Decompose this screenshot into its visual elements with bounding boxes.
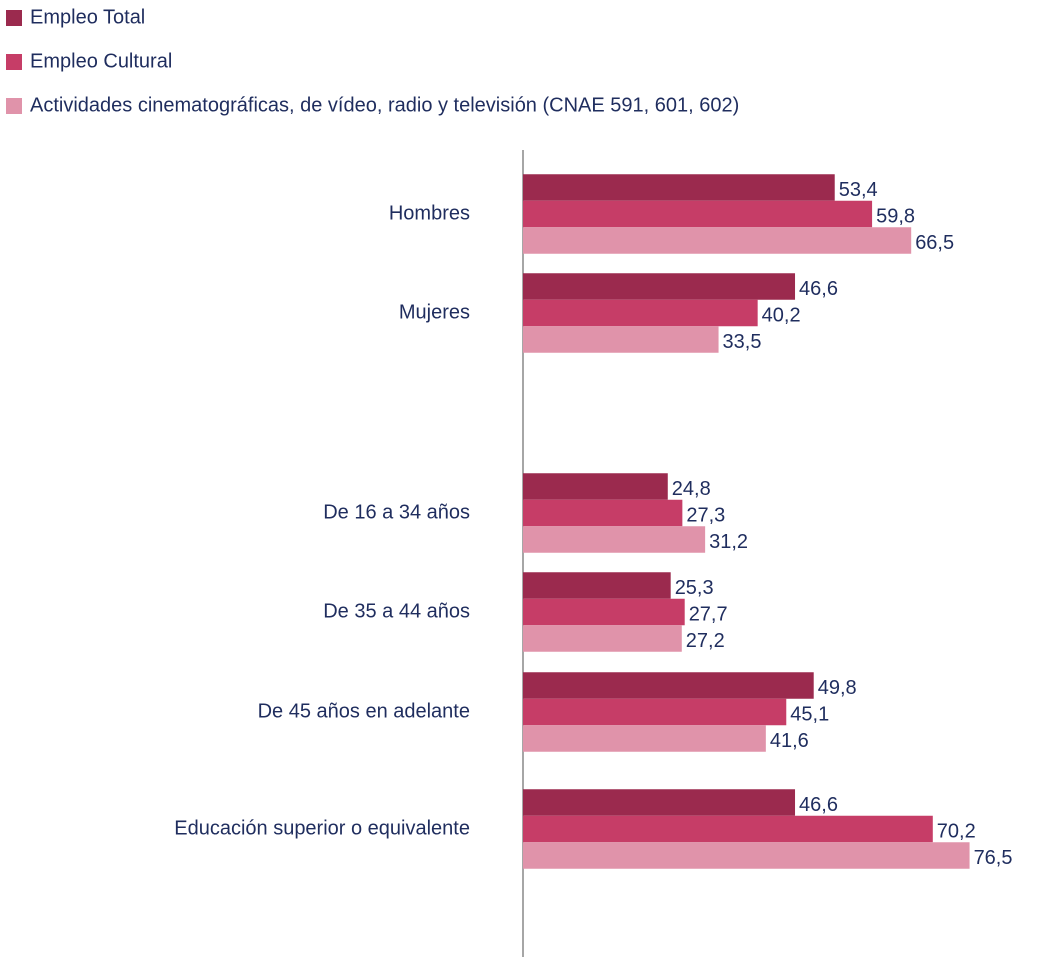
bar — [523, 174, 835, 201]
value-label: 76,5 — [974, 847, 1013, 869]
bar — [523, 299, 758, 327]
value-label: 66,5 — [915, 232, 954, 254]
category-label: De 45 años en adelante — [258, 700, 470, 722]
bar — [523, 815, 933, 843]
value-label: 41,6 — [770, 730, 809, 752]
bar — [523, 200, 873, 228]
value-label: 24,8 — [672, 478, 711, 500]
bar — [523, 598, 685, 626]
category-label: Mujeres — [399, 301, 470, 323]
value-label: 70,2 — [937, 820, 976, 842]
value-label: 27,3 — [686, 504, 725, 526]
category-label: Educación superior o equivalente — [174, 817, 470, 839]
value-label: 46,6 — [799, 794, 838, 816]
category-label: De 35 a 44 años — [323, 600, 470, 622]
legend-label: Empleo Total — [30, 6, 145, 28]
value-label: 53,4 — [839, 179, 878, 201]
bar — [523, 698, 787, 726]
bar — [523, 473, 668, 500]
value-label: 49,8 — [818, 677, 857, 699]
value-label: 31,2 — [709, 531, 748, 553]
legend-swatch — [6, 98, 22, 114]
bar — [523, 789, 796, 816]
category-label: De 16 a 34 años — [323, 501, 470, 523]
bar — [523, 499, 683, 527]
value-label: 27,7 — [689, 603, 728, 625]
bar — [523, 672, 814, 699]
bar — [523, 625, 682, 652]
value-label: 59,8 — [876, 205, 915, 227]
value-label: 45,1 — [790, 703, 829, 725]
value-label: 40,2 — [762, 304, 801, 326]
value-label: 46,6 — [799, 278, 838, 300]
legend-label: Empleo Cultural — [30, 50, 172, 72]
legend-swatch — [6, 54, 22, 70]
bar — [523, 326, 719, 353]
bar — [523, 572, 671, 599]
value-label: 27,2 — [686, 630, 725, 652]
bar — [523, 526, 706, 553]
bar — [523, 273, 796, 300]
value-label: 25,3 — [675, 577, 714, 599]
bar — [523, 227, 912, 254]
category-label: Hombres — [389, 202, 470, 224]
value-label: 33,5 — [723, 331, 762, 353]
bar — [523, 842, 970, 869]
legend-swatch — [6, 10, 22, 26]
bar — [523, 725, 766, 752]
legend-label: Actividades cinematográficas, de vídeo, … — [30, 94, 739, 116]
